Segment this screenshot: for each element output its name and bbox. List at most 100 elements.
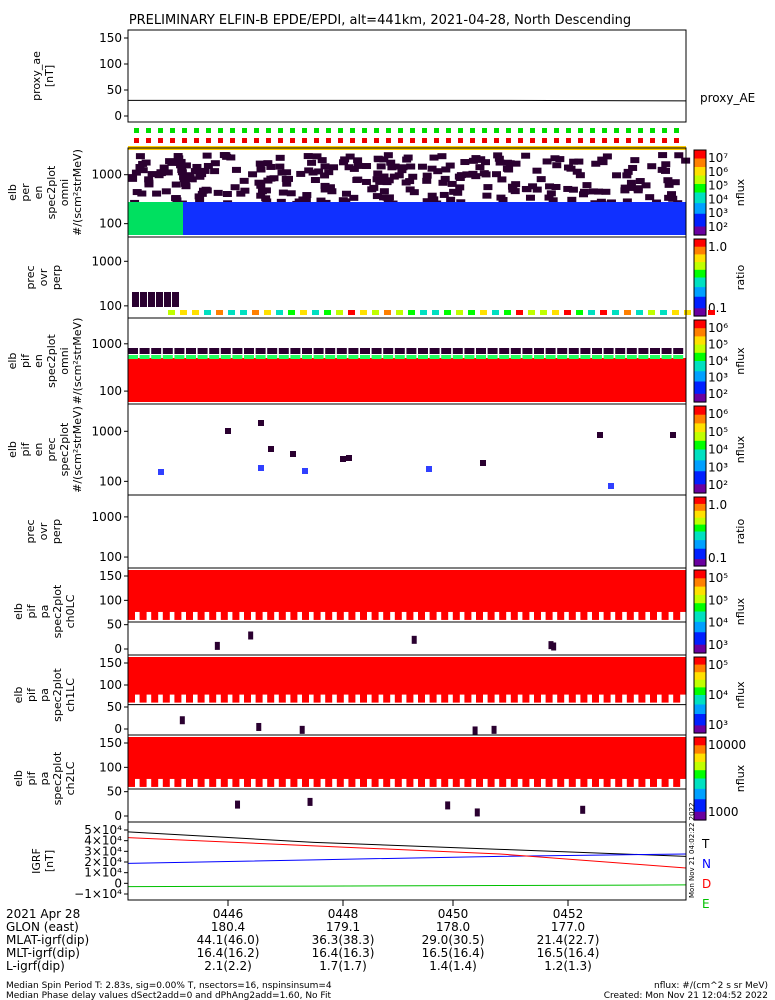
pa-stripe <box>418 692 425 703</box>
colorbar-segment <box>694 677 706 681</box>
colorbar-segment <box>694 662 706 666</box>
colorbar-frame <box>693 736 707 821</box>
pa-stripe <box>128 692 135 703</box>
flux-pixel <box>345 153 355 160</box>
colorbar-segment <box>694 691 706 694</box>
pa-stripe <box>174 692 182 703</box>
pa-stripe <box>371 776 379 787</box>
colorbar-segment <box>694 727 706 730</box>
colorbar-segment <box>694 708 706 711</box>
flux-pixel <box>670 179 680 186</box>
colorbar-segment <box>694 250 706 254</box>
flux-pixel <box>534 355 544 359</box>
flux-pixel <box>555 156 565 163</box>
colorbar-segment <box>694 507 706 510</box>
flux-pixel <box>290 355 301 359</box>
pa-stripe <box>464 692 472 703</box>
flux-pixel <box>566 165 576 172</box>
pa-stripe <box>661 692 669 703</box>
flux-pixel <box>255 348 266 354</box>
flux-pixel <box>232 348 243 354</box>
flux-pixel <box>304 167 314 174</box>
status-dot <box>302 128 307 133</box>
colorbar-segment <box>694 414 706 418</box>
pa-pixel <box>445 801 451 810</box>
colorbar-segment <box>694 634 706 637</box>
colorbar-segment <box>694 668 706 671</box>
status-dot <box>386 138 391 143</box>
flux-pixel <box>340 456 346 462</box>
colorbar-segment <box>694 209 706 213</box>
pa-stripe <box>626 609 634 620</box>
flux-pixel <box>441 355 452 359</box>
colorbar-segment <box>694 447 706 451</box>
pa-stripe <box>220 609 228 620</box>
pa-stripe <box>441 692 449 703</box>
flux-pixel <box>491 171 501 178</box>
colorbar-segment <box>694 248 706 252</box>
pa-stripe <box>139 776 147 787</box>
flux-pixel <box>336 355 347 359</box>
flux-pixel <box>588 188 598 195</box>
flux-pixel <box>580 355 591 359</box>
pa-stripe <box>545 776 553 787</box>
panel-ylabel: prec <box>24 265 37 289</box>
ytick-label: 50 <box>107 618 122 632</box>
flux-pixel <box>258 420 264 426</box>
pa-stripe <box>626 692 634 703</box>
ytick-label: 100 <box>99 299 122 313</box>
colorbar-segment <box>694 399 706 403</box>
colorbar-segment <box>694 434 706 438</box>
pa-stripe <box>499 609 507 620</box>
panel-ch0LC: elb pif pa spec2plot ch0LC 150 100 50 0 10⁵ 10⁵ 10⁴… <box>12 567 747 656</box>
flux-pixel <box>339 159 349 166</box>
pa-stripe <box>186 609 193 620</box>
flux-pixel <box>379 156 389 163</box>
pa-pixel <box>179 716 185 725</box>
pa-stripe <box>626 776 634 787</box>
colorbar-segment <box>694 354 706 358</box>
colorbar-prec_ovr_perp_e <box>693 238 707 317</box>
panel-ylabel: prec <box>45 437 58 461</box>
colorbar-segment <box>694 352 706 356</box>
flux-pixel <box>601 188 611 195</box>
colorbar-segment <box>694 522 706 526</box>
colorbar-segment <box>694 213 706 217</box>
flux-pixel <box>389 173 399 180</box>
flux-pixel <box>394 355 405 359</box>
pa-stripe <box>592 609 599 620</box>
x-axis-annotation: 2021 Apr 28 0446 0448 0450 0452 GLON (east) 18… <box>6 900 599 973</box>
ytick-label: 50 <box>107 83 122 97</box>
colorbar-segment <box>694 788 706 792</box>
pa-stripe <box>383 692 391 703</box>
status-dot <box>158 128 163 133</box>
ratio-pixel <box>324 310 331 315</box>
colorbar-segment <box>694 793 706 796</box>
colorbar-segment <box>694 514 706 517</box>
flux-pixel <box>417 163 427 170</box>
status-dot <box>674 128 679 133</box>
flux-pixel <box>379 188 389 195</box>
flux-pixel <box>497 176 507 183</box>
panel-ylabel: ovr <box>37 268 50 286</box>
flux-pixel <box>307 159 317 166</box>
colorbar-segment <box>694 685 706 688</box>
flux-pixel <box>569 158 579 165</box>
colorbar-segment <box>694 277 706 281</box>
flux-band <box>128 202 686 235</box>
flux-pixel <box>361 178 371 185</box>
pa-stripe <box>615 692 623 703</box>
igrf-component-E: E <box>702 897 710 911</box>
ratio-pixel <box>564 310 571 315</box>
flux-pixel <box>171 181 181 188</box>
status-dot <box>470 138 475 143</box>
flux-pixel <box>440 175 450 182</box>
colorbar-segment <box>694 373 706 376</box>
colorbar-segment <box>694 273 706 277</box>
colorbar-segment <box>694 239 706 242</box>
colorbar-segment <box>694 619 706 623</box>
colorbar-segment <box>694 224 706 228</box>
panel-ylabel: [nT] <box>43 850 56 872</box>
pa-stripe <box>394 609 402 620</box>
flux-pixel <box>179 176 189 183</box>
